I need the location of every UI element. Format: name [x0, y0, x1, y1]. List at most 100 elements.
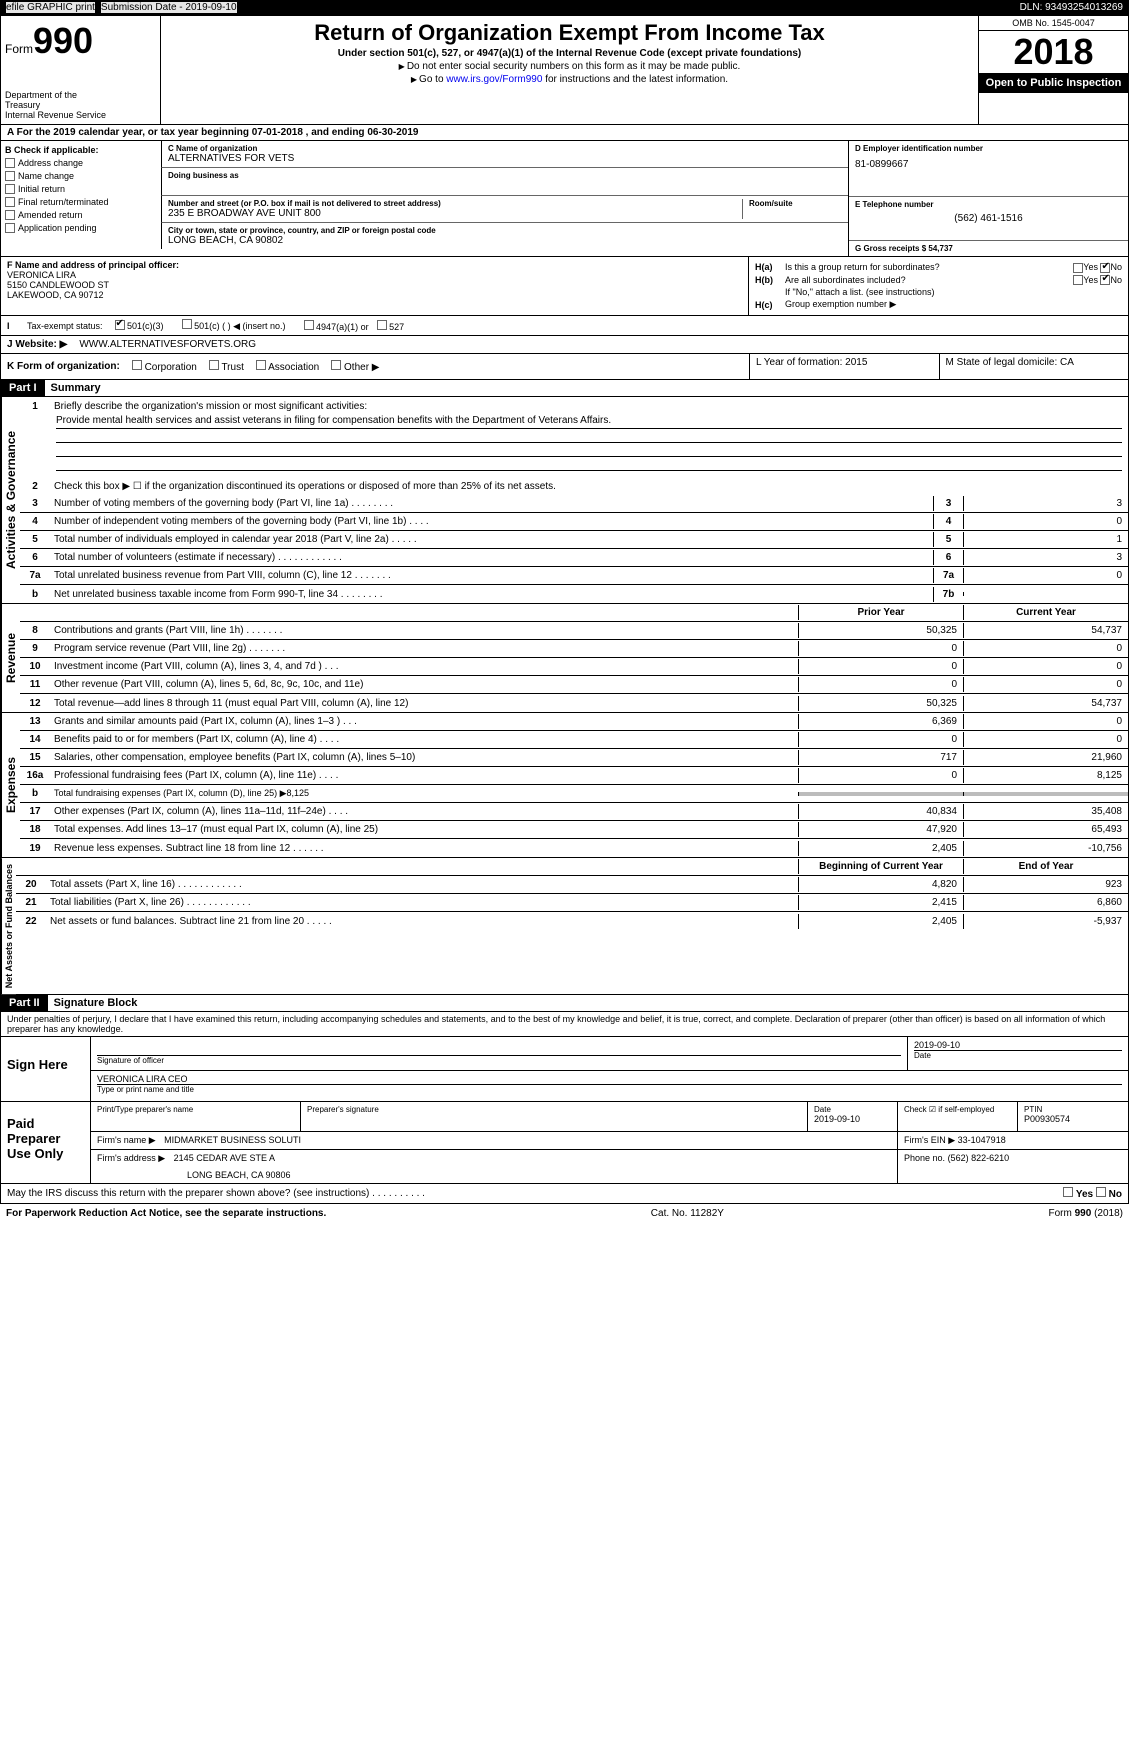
h-a-row: H(a) Is this a group return for subordin…	[755, 262, 1122, 273]
org-name-label: C Name of organization	[168, 144, 842, 153]
exp-line-15: 15Salaries, other compensation, employee…	[20, 749, 1128, 767]
part1-header: Part I Summary	[0, 380, 1129, 397]
col-c-org-info: C Name of organization ALTERNATIVES FOR …	[161, 141, 848, 256]
vtab-expenses: Expenses	[1, 713, 20, 857]
org-name: ALTERNATIVES FOR VETS	[168, 153, 842, 164]
begin-year-hdr: Beginning of Current Year	[798, 859, 963, 874]
officer-addr1: 5150 CANDLEWOOD ST	[7, 280, 742, 290]
part2-title: Signature Block	[48, 995, 144, 1011]
exp-line-14: 14Benefits paid to or for members (Part …	[20, 731, 1128, 749]
submission-date: Submission Date - 2019-09-10	[101, 2, 237, 13]
h-b-note: If "No," attach a list. (see instruction…	[755, 287, 1122, 297]
chk-pending[interactable]: Application pending	[5, 223, 157, 233]
gov-line-5: 5Total number of individuals employed in…	[20, 531, 1128, 549]
prep-check-self[interactable]: Check ☑ if self-employed	[904, 1105, 994, 1114]
q1-text: Briefly describe the organization's miss…	[50, 399, 1128, 414]
officer-label: F Name and address of principal officer:	[7, 260, 742, 270]
paid-preparer-section: Paid Preparer Use Only Print/Type prepar…	[0, 1102, 1129, 1184]
current-year-hdr: Current Year	[963, 605, 1128, 620]
rev-line-11: 11Other revenue (Part VIII, column (A), …	[20, 676, 1128, 694]
chk-other[interactable]: Other ▶	[331, 360, 379, 373]
irs-link[interactable]: www.irs.gov/Form990	[446, 74, 542, 85]
omb-number: OMB No. 1545-0047	[979, 16, 1128, 31]
firm-addr2: LONG BEACH, CA 90806	[97, 1170, 891, 1180]
row-i-status: I Tax-exempt status: 501(c)(3) 501(c) ( …	[0, 316, 1129, 336]
q1-answer: Provide mental health services and assis…	[56, 415, 1122, 429]
rev-line-9: 9Program service revenue (Part VIII, lin…	[20, 640, 1128, 658]
perjury-text: Under penalties of perjury, I declare th…	[0, 1012, 1129, 1037]
form-word: Form	[5, 42, 33, 56]
vtab-governance: Activities & Governance	[1, 397, 20, 603]
row-a-tax-year: A For the 2019 calendar year, or tax yea…	[0, 125, 1129, 141]
net-line-21: 21Total liabilities (Part X, line 26) . …	[16, 894, 1128, 912]
chk-501c3[interactable]: 501(c)(3)	[115, 320, 164, 331]
efile-button[interactable]: efile GRAPHIC print	[6, 2, 95, 13]
topbar: efile GRAPHIC print Submission Date - 20…	[0, 0, 1129, 15]
gov-line-3: 3Number of voting members of the governi…	[20, 495, 1128, 513]
note-ssn: Do not enter social security numbers on …	[165, 61, 974, 72]
section-bcd: B Check if applicable: Address change Na…	[0, 141, 1129, 257]
chk-final-return[interactable]: Final return/terminated	[5, 197, 157, 207]
h-b-row: H(b) Are all subordinates included? Yes …	[755, 275, 1122, 286]
tax-year: 2018	[979, 31, 1128, 73]
ein-box: D Employer identification number 81-0899…	[849, 141, 1128, 197]
end-year-hdr: End of Year	[963, 859, 1128, 874]
officer-print-name: VERONICA LIRA CEO	[97, 1074, 1122, 1085]
net-line-22: 22Net assets or fund balances. Subtract …	[16, 912, 1128, 930]
year-formation: L Year of formation: 2015	[750, 354, 940, 379]
firm-addr1: 2145 CEDAR AVE STE A	[174, 1153, 275, 1163]
col-b-title: B Check if applicable:	[5, 145, 157, 155]
firm-name: MIDMARKET BUSINESS SOLUTI	[164, 1135, 301, 1145]
row-k-form-org: K Form of organization: Corporation Trus…	[0, 354, 749, 380]
expenses-section: Expenses 13Grants and similar amounts pa…	[0, 713, 1129, 858]
part1-title: Summary	[45, 380, 107, 396]
row-lm: L Year of formation: 2015 M State of leg…	[749, 354, 1129, 380]
form-subtitle: Under section 501(c), 527, or 4947(a)(1)…	[165, 48, 974, 59]
q2-text: Check this box ▶ ☐ if the organization d…	[50, 479, 1128, 494]
exp-line-13: 13Grants and similar amounts paid (Part …	[20, 713, 1128, 731]
phone-value: (562) 461-1516	[855, 213, 1122, 224]
rev-line-8: 8Contributions and grants (Part VIII, li…	[20, 622, 1128, 640]
officer-name: VERONICA LIRA	[7, 270, 742, 280]
rev-line-12: 12Total revenue—add lines 8 through 11 (…	[20, 694, 1128, 712]
chk-corp[interactable]: Corporation	[132, 360, 197, 373]
city-label: City or town, state or province, country…	[168, 226, 842, 235]
chk-amended[interactable]: Amended return	[5, 210, 157, 220]
print-name-label: Type or print name and title	[97, 1085, 1122, 1094]
h-c-row: H(c) Group exemption number ▶	[755, 299, 1122, 310]
sig-date: 2019-09-10	[914, 1040, 1122, 1050]
prep-sig-label: Preparer's signature	[307, 1105, 801, 1114]
dept-treasury: Department of theTreasuryInternal Revenu…	[5, 90, 156, 120]
chk-4947[interactable]: 4947(a)(1) or	[304, 320, 369, 332]
chk-501c[interactable]: 501(c) ( ) ◀ (insert no.)	[182, 319, 286, 332]
chk-initial-return[interactable]: Initial return	[5, 184, 157, 194]
h-b-yesno[interactable]: Yes No	[1073, 275, 1122, 286]
chk-trust[interactable]: Trust	[209, 360, 244, 373]
officer-addr2: LAKEWOOD, CA 90712	[7, 290, 742, 300]
dln: DLN: 93493254013269	[1020, 2, 1123, 13]
h-c-text: Group exemption number ▶	[785, 299, 1122, 310]
header-mid: Return of Organization Exempt From Incom…	[161, 16, 978, 124]
form-org-label: K Form of organization:	[7, 361, 120, 372]
part2-badge: Part II	[1, 995, 48, 1011]
phone-label: E Telephone number	[855, 200, 1122, 209]
h-a-text: Is this a group return for subordinates?	[785, 262, 1073, 272]
phone-box: E Telephone number (562) 461-1516	[849, 197, 1128, 241]
h-a-yesno[interactable]: Yes No	[1073, 262, 1122, 273]
sig-officer-label: Signature of officer	[97, 1056, 901, 1065]
governance-section: Activities & Governance 1 Briefly descri…	[0, 397, 1129, 604]
chk-name-change[interactable]: Name change	[5, 171, 157, 181]
row-fh: F Name and address of principal officer:…	[0, 257, 1129, 316]
prep-name-label: Print/Type preparer's name	[97, 1105, 294, 1114]
rev-header-row: Prior Year Current Year	[20, 604, 1128, 622]
ein-value: 81-0899667	[855, 159, 1122, 170]
addr-value: 235 E BROADWAY AVE UNIT 800	[168, 208, 742, 219]
chk-address-change[interactable]: Address change	[5, 158, 157, 168]
discuss-yesno[interactable]: Yes No	[1063, 1187, 1122, 1200]
exp-line-16a: 16aProfessional fundraising fees (Part I…	[20, 767, 1128, 785]
chk-527[interactable]: 527	[377, 320, 405, 332]
row-j-website: J Website: ▶ WWW.ALTERNATIVESFORVETS.ORG	[0, 336, 1129, 354]
net-line-20: 20Total assets (Part X, line 16) . . . .…	[16, 876, 1128, 894]
dba-box: Doing business as	[161, 168, 848, 196]
chk-assoc[interactable]: Association	[256, 360, 319, 373]
